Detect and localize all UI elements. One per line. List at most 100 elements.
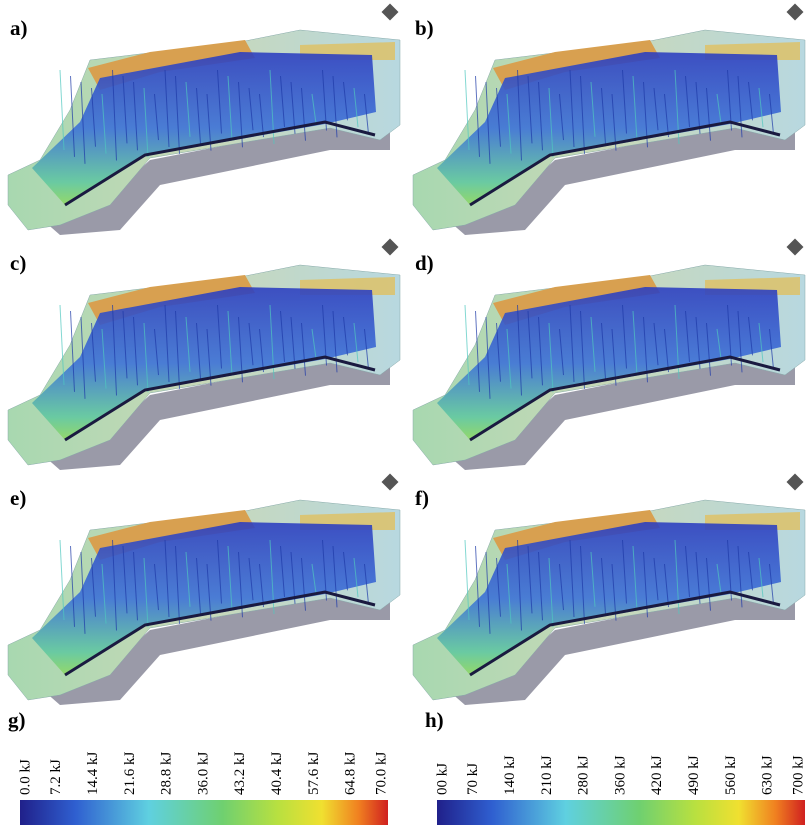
trajectories [32,52,376,205]
trajectory-line [590,551,596,607]
trajectory-line [70,310,75,392]
trajectory-line [353,322,359,363]
trajectory-line [580,310,585,389]
trajectory-line [227,310,233,376]
trajectory-line [611,93,617,151]
road [469,120,781,207]
trajectory-line [259,93,264,138]
trajectory-line [143,557,149,628]
trajectory-line [112,539,117,631]
trajectory-line [217,69,222,134]
trajectory-line [185,551,191,607]
panel-label: d) [415,251,434,275]
trajectory-line [248,87,254,131]
trajectory-line [580,545,585,624]
trajectory-line [664,328,669,373]
panel-label: c) [10,251,26,275]
trajectory-line [464,539,470,621]
trajectory-line [301,87,306,141]
trajectory-line [769,563,774,605]
trajectory-line [622,539,627,604]
trajectory-line [706,557,711,611]
trajectory-line [259,328,264,373]
trajectory-line [485,81,491,164]
panel-label: b) [415,16,434,40]
road [469,590,781,677]
view-cube [786,473,804,491]
colorbar-tick-label: 630 kJ [760,755,776,795]
trajectory-line [322,539,327,601]
trajectory-line [727,539,732,601]
trajectory-line [622,69,627,134]
colorbar-tick-label: 280 kJ [576,755,592,795]
panel-label: h) [425,708,444,732]
trajectory-line [538,551,543,621]
trajectory-line [280,545,285,597]
trajectory-line [280,310,285,362]
trajectory-line [133,81,138,151]
trajectory-line [343,316,348,356]
trajectory-line [70,545,75,627]
trajectory-line [559,563,564,611]
trajectory-line [737,310,743,373]
trajectory-line [664,563,669,608]
trajectory-line [301,557,306,611]
trajectory-line [164,304,170,383]
panel: f) [412,473,806,705]
trajectory-line [143,322,149,393]
trajectory-line [548,87,554,158]
trajectories [32,522,376,675]
trajectory-line [154,563,159,611]
trajectory-line [332,310,338,373]
panel: b) [412,3,806,235]
trajectory-line [538,316,543,386]
colorbar-tick-label: 360 kJ [612,755,628,795]
trajectory-line [154,93,159,141]
trajectory-line [611,328,617,386]
trajectory-line [464,69,470,151]
trajectory-line [164,69,170,148]
trajectory-line [748,316,753,356]
trajectory-line [758,322,764,363]
trajectories [437,52,781,205]
trajectory-line [685,545,690,597]
trajectory-line [580,75,585,154]
trajectory-line [217,304,222,369]
trajectory-line [517,69,522,161]
trajectory-line [527,310,533,379]
trajectory-line [559,328,564,376]
trajectory-line [506,93,512,154]
trajectory-line [112,304,117,396]
trajectory-line [101,328,107,389]
colorbar-tick-label: 420 kJ [649,755,665,795]
trajectory-line [527,545,533,614]
trajectory-line [569,539,575,618]
trajectory-line [364,563,369,605]
trajectory-line [91,557,96,617]
trajectory-line [196,87,201,144]
trajectories [437,522,781,675]
panel-label: a) [10,16,28,40]
trajectory-line [548,557,554,628]
panel: d) [412,238,806,470]
trajectory-line [227,75,233,141]
trajectory-line [716,328,722,359]
trajectory-line [311,328,317,359]
trajectory-line [59,304,65,386]
trajectory-line [716,93,722,124]
trajectory-line [80,551,86,634]
trajectory-line [185,316,191,372]
trajectory-line [748,81,753,121]
trajectory-line [653,557,659,601]
colorbar-tick-label: 36.0 kJ [195,752,211,796]
colorbar [20,800,388,825]
trajectory-line [695,81,701,134]
trajectory-line [343,551,348,591]
trajectory-line [248,322,254,366]
colorbar-tick-label: 00 kJ [434,763,450,795]
trajectory-line [632,75,638,141]
panel: e) [7,473,401,705]
trajectory-line [101,93,107,154]
trajectory-line [485,551,491,634]
trajectory-line [248,557,254,601]
